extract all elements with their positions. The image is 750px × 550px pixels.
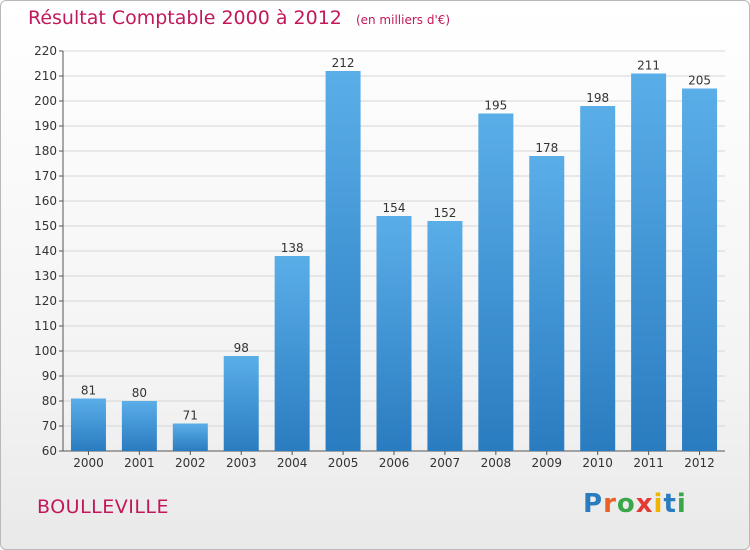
bar-2005 (325, 71, 361, 451)
x-tick-label-2008: 2008 (481, 456, 512, 470)
x-tick-label-2001: 2001 (124, 456, 155, 470)
x-tick-label-2011: 2011 (633, 456, 664, 470)
chart-title-text: Résultat Comptable 2000 à 2012 (28, 7, 342, 29)
logo-letter: t (663, 489, 677, 519)
y-tick-label: 150 (34, 219, 57, 233)
data-label-2000: 81 (81, 384, 96, 398)
x-tick-label-2010: 2010 (582, 456, 613, 470)
bar-2012 (682, 88, 718, 451)
chart-title: Résultat Comptable 2000 à 2012 (en milli… (28, 7, 450, 29)
bar-2011 (631, 73, 667, 451)
bar-2001 (121, 401, 157, 451)
x-tick-label-2009: 2009 (531, 456, 562, 470)
bar-2009 (529, 156, 565, 451)
commune-name: BOULLEVILLE (37, 496, 170, 518)
x-tick-label-2000: 2000 (73, 456, 104, 470)
x-tick-label-2002: 2002 (175, 456, 206, 470)
data-label-2004: 138 (281, 241, 304, 255)
x-tick-label-2004: 2004 (277, 456, 308, 470)
y-tick-label: 190 (34, 119, 57, 133)
data-labels: 81 80 71 98 138 212 154 152 195 178 198 211 205 (81, 56, 711, 423)
bar-2004 (274, 256, 310, 451)
data-label-2008: 195 (484, 99, 507, 113)
data-label-2003: 98 (234, 341, 249, 355)
y-tick-label: 100 (34, 344, 57, 358)
logo-letter: r (603, 489, 617, 519)
data-label-2007: 152 (433, 206, 456, 220)
y-tick-label: 200 (34, 94, 57, 108)
logo-letter: P (583, 489, 604, 519)
bar-2002 (172, 423, 208, 451)
data-label-2006: 154 (383, 201, 406, 215)
bar-2010 (580, 106, 616, 451)
y-tick-label: 220 (34, 44, 57, 58)
data-label-2012: 205 (688, 74, 711, 88)
y-tick-label: 120 (34, 294, 57, 308)
y-tick-label: 180 (34, 144, 57, 158)
chart-subtitle: (en milliers d'€) (355, 13, 451, 27)
data-label-2002: 71 (183, 409, 198, 423)
x-tick-label-2012: 2012 (684, 456, 715, 470)
data-label-2010: 198 (586, 91, 609, 105)
data-label-2005: 212 (332, 56, 355, 70)
data-label-2001: 80 (132, 386, 147, 400)
y-tick-label: 90 (42, 369, 57, 383)
y-tick-label: 210 (34, 69, 57, 83)
proxiti-logo: Proxiti (583, 489, 687, 519)
x-tick-label-2007: 2007 (430, 456, 461, 470)
x-tick-label-2006: 2006 (379, 456, 410, 470)
data-label-2011: 211 (637, 59, 660, 73)
y-tick-label: 60 (42, 444, 57, 458)
y-tick-label: 130 (34, 269, 57, 283)
y-tick-label: 110 (34, 319, 57, 333)
bar-2000 (70, 398, 106, 451)
y-tick-label: 70 (42, 419, 57, 433)
logo-letter: i (653, 489, 664, 519)
bars (70, 71, 718, 451)
bar-2003 (223, 356, 259, 451)
data-label-2009: 178 (535, 141, 558, 155)
logo-letter: x (635, 489, 654, 519)
y-tick-label: 170 (34, 169, 57, 183)
bar-2007 (427, 221, 463, 451)
axes: 60 70 80 90 100 110 120 130 140 150 160 170 180 190 20… (34, 44, 725, 470)
bar-2006 (376, 216, 412, 451)
y-tick-label: 140 (34, 244, 57, 258)
bar-2008 (478, 113, 514, 451)
x-tick-label-2003: 2003 (226, 456, 257, 470)
x-tick-label-2005: 2005 (328, 456, 359, 470)
y-tick-label: 80 (42, 394, 57, 408)
y-tick-label: 160 (34, 194, 57, 208)
logo-letter: i (676, 489, 687, 519)
logo-letter: o (616, 489, 636, 519)
